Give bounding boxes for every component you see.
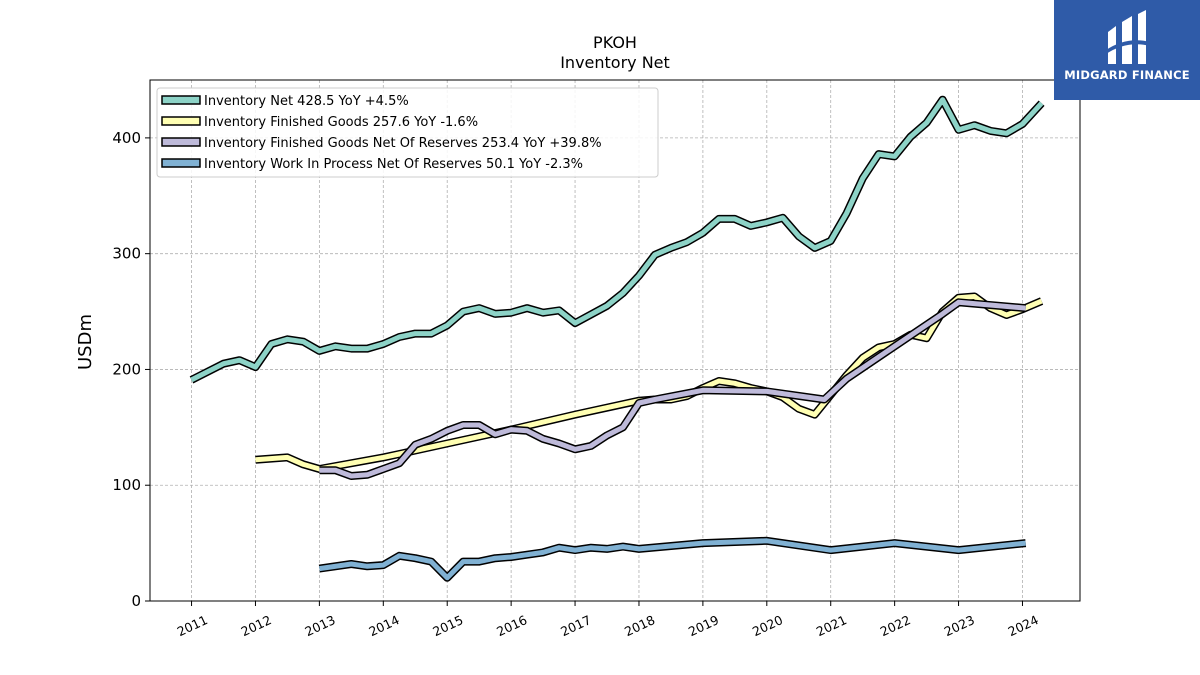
y-axis-label: USDm: [75, 314, 96, 370]
x-tick-label: 2019: [686, 612, 721, 639]
legend-box: [156, 87, 659, 178]
x-tick-label: 2016: [494, 612, 529, 639]
legend-swatch: [161, 95, 201, 105]
y-tick-label: 0: [131, 592, 141, 610]
legend-label: Inventory Finished Goods Net Of Reserves…: [204, 136, 602, 151]
series-line: [319, 298, 1027, 480]
x-tick-label: 2011: [175, 612, 210, 639]
series-path: [319, 299, 1026, 479]
series-line: [189, 95, 1045, 384]
y-tick-label: 200: [112, 360, 141, 378]
series-path: [190, 97, 1044, 383]
chart-title: PKOH: [593, 33, 637, 52]
x-tick-label: 2018: [622, 612, 657, 639]
x-tick-label: 2012: [239, 612, 274, 639]
legend-swatch: [161, 158, 201, 168]
series-path: [319, 538, 1026, 581]
x-tick-label: 2023: [942, 612, 977, 639]
y-tick-label: 400: [112, 129, 141, 147]
legend-label: Inventory Finished Goods 257.6 YoY -1.6%: [204, 115, 478, 130]
x-tick-label: 2017: [558, 612, 593, 639]
series-group: [189, 95, 1045, 582]
legend: Inventory Net 428.5 YoY +4.5% Inventory F…: [156, 87, 659, 178]
x-tick-label: 2015: [430, 612, 465, 639]
x-tick-label: 2022: [878, 612, 913, 639]
brand-mark-icon: [1106, 10, 1150, 64]
x-tick-label: 2013: [302, 612, 337, 639]
brand-logo: MIDGARD FINANCE: [1054, 0, 1200, 100]
legend-swatch: [161, 116, 201, 126]
series-line: [318, 536, 1027, 582]
legend-label: Inventory Work In Process Net Of Reserve…: [204, 157, 583, 172]
legend-swatch: [161, 137, 201, 147]
x-tick-label: 2024: [1006, 612, 1041, 639]
chart-subtitle: Inventory Net: [560, 53, 670, 72]
y-tick-label: 300: [112, 245, 141, 263]
x-tick-label: 2020: [750, 612, 785, 639]
legend-label: Inventory Net 428.5 YoY +4.5%: [204, 94, 409, 109]
brand-name: MIDGARD FINANCE: [1064, 68, 1190, 82]
plot-frame: [149, 79, 1081, 602]
x-tick-label: 2021: [814, 612, 849, 639]
x-tick-label: 2014: [366, 612, 401, 639]
y-tick-label: 100: [112, 476, 141, 494]
